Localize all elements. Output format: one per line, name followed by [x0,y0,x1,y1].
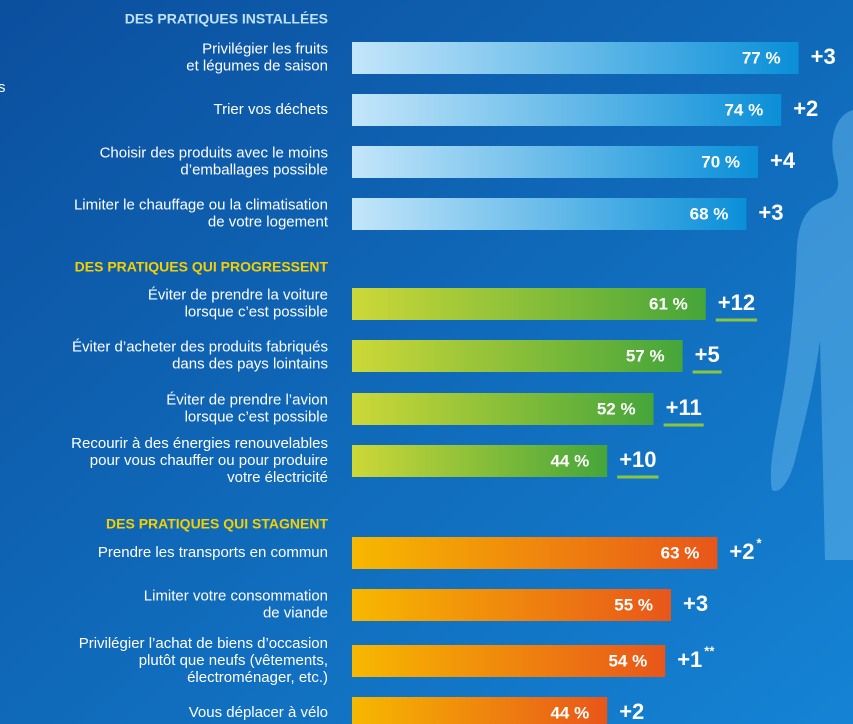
value-label: 61 % [649,294,688,313]
row-label: lorsque c’est possible [185,303,328,320]
row-label: Vous déplacer à vélo [189,704,328,721]
value-label: 44 % [550,451,589,470]
change-label: +2 [619,699,644,724]
bar [352,42,799,74]
value-label: 52 % [597,399,636,418]
row-label: Privilégier l’achat de biens d’occasion [79,635,328,652]
value-label: 70 % [701,152,740,171]
value-label: 44 % [550,703,589,722]
row-label: Recourir à des énergies renouvelables [71,435,328,452]
row-label: Éviter de prendre l’avion [166,391,328,408]
value-label: 77 % [742,48,781,67]
change-label: +12 [718,290,755,315]
page: {"side_text": "s", "chart_data": {"type"… [0,0,853,724]
row-label: d’emballages possible [180,161,328,178]
row-label: dans des pays lointains [172,355,328,372]
row-label: Choisir des produits avec le moins [100,144,328,161]
row-label: Éviter d’acheter des produits fabriqués [72,338,328,355]
change-label: +3 [811,44,836,69]
row-label: plutôt que neufs (vêtements, [139,652,328,669]
bar [352,94,781,126]
row-label: pour vous chauffer ou pour produire [90,452,328,469]
value-label: 57 % [626,346,665,365]
chart: s DES PRATIQUES INSTALLÉES Privilégier le… [0,0,853,724]
change-label: +10 [619,447,656,472]
side-text: s [0,79,6,96]
bar [352,146,758,178]
change-label: +3 [683,591,708,616]
row-label: Éviter de prendre la voiture [148,286,328,303]
row-label: Privilégier les fruits [202,40,328,57]
change-note: ** [704,643,715,658]
value-label: 63 % [661,543,700,562]
change-label: +11 [666,395,702,420]
value-label: 54 % [608,651,647,670]
bar [352,198,746,230]
row-label: de votre logement [208,213,329,230]
row-label: Limiter le chauffage ou la climatisation [74,196,328,213]
value-label: 74 % [724,100,763,119]
row-label: Limiter votre consommation [144,587,328,604]
row-label: votre électricité [227,469,328,486]
group-title: DES PRATIQUES INSTALLÉES [125,11,328,27]
change-label: +4 [770,148,796,173]
value-label: 68 % [690,204,729,223]
group-title: DES PRATIQUES QUI STAGNENT [106,516,328,532]
value-label: 55 % [614,595,653,614]
row-label: de viande [263,604,328,621]
row-label: et légumes de saison [186,57,328,74]
change-label: +2 [729,539,754,564]
change-label: +1 [677,647,702,672]
group-title: DES PRATIQUES QUI PROGRESSENT [75,259,329,275]
row-label: Trier vos déchets [214,101,329,118]
change-label: +5 [695,342,720,367]
row-label: Prendre les transports en commun [98,544,328,561]
change-label: +3 [758,200,783,225]
change-label: +2 [793,96,818,121]
row-label: électroménager, etc.) [187,669,328,686]
row-label: lorsque c’est possible [185,408,328,425]
